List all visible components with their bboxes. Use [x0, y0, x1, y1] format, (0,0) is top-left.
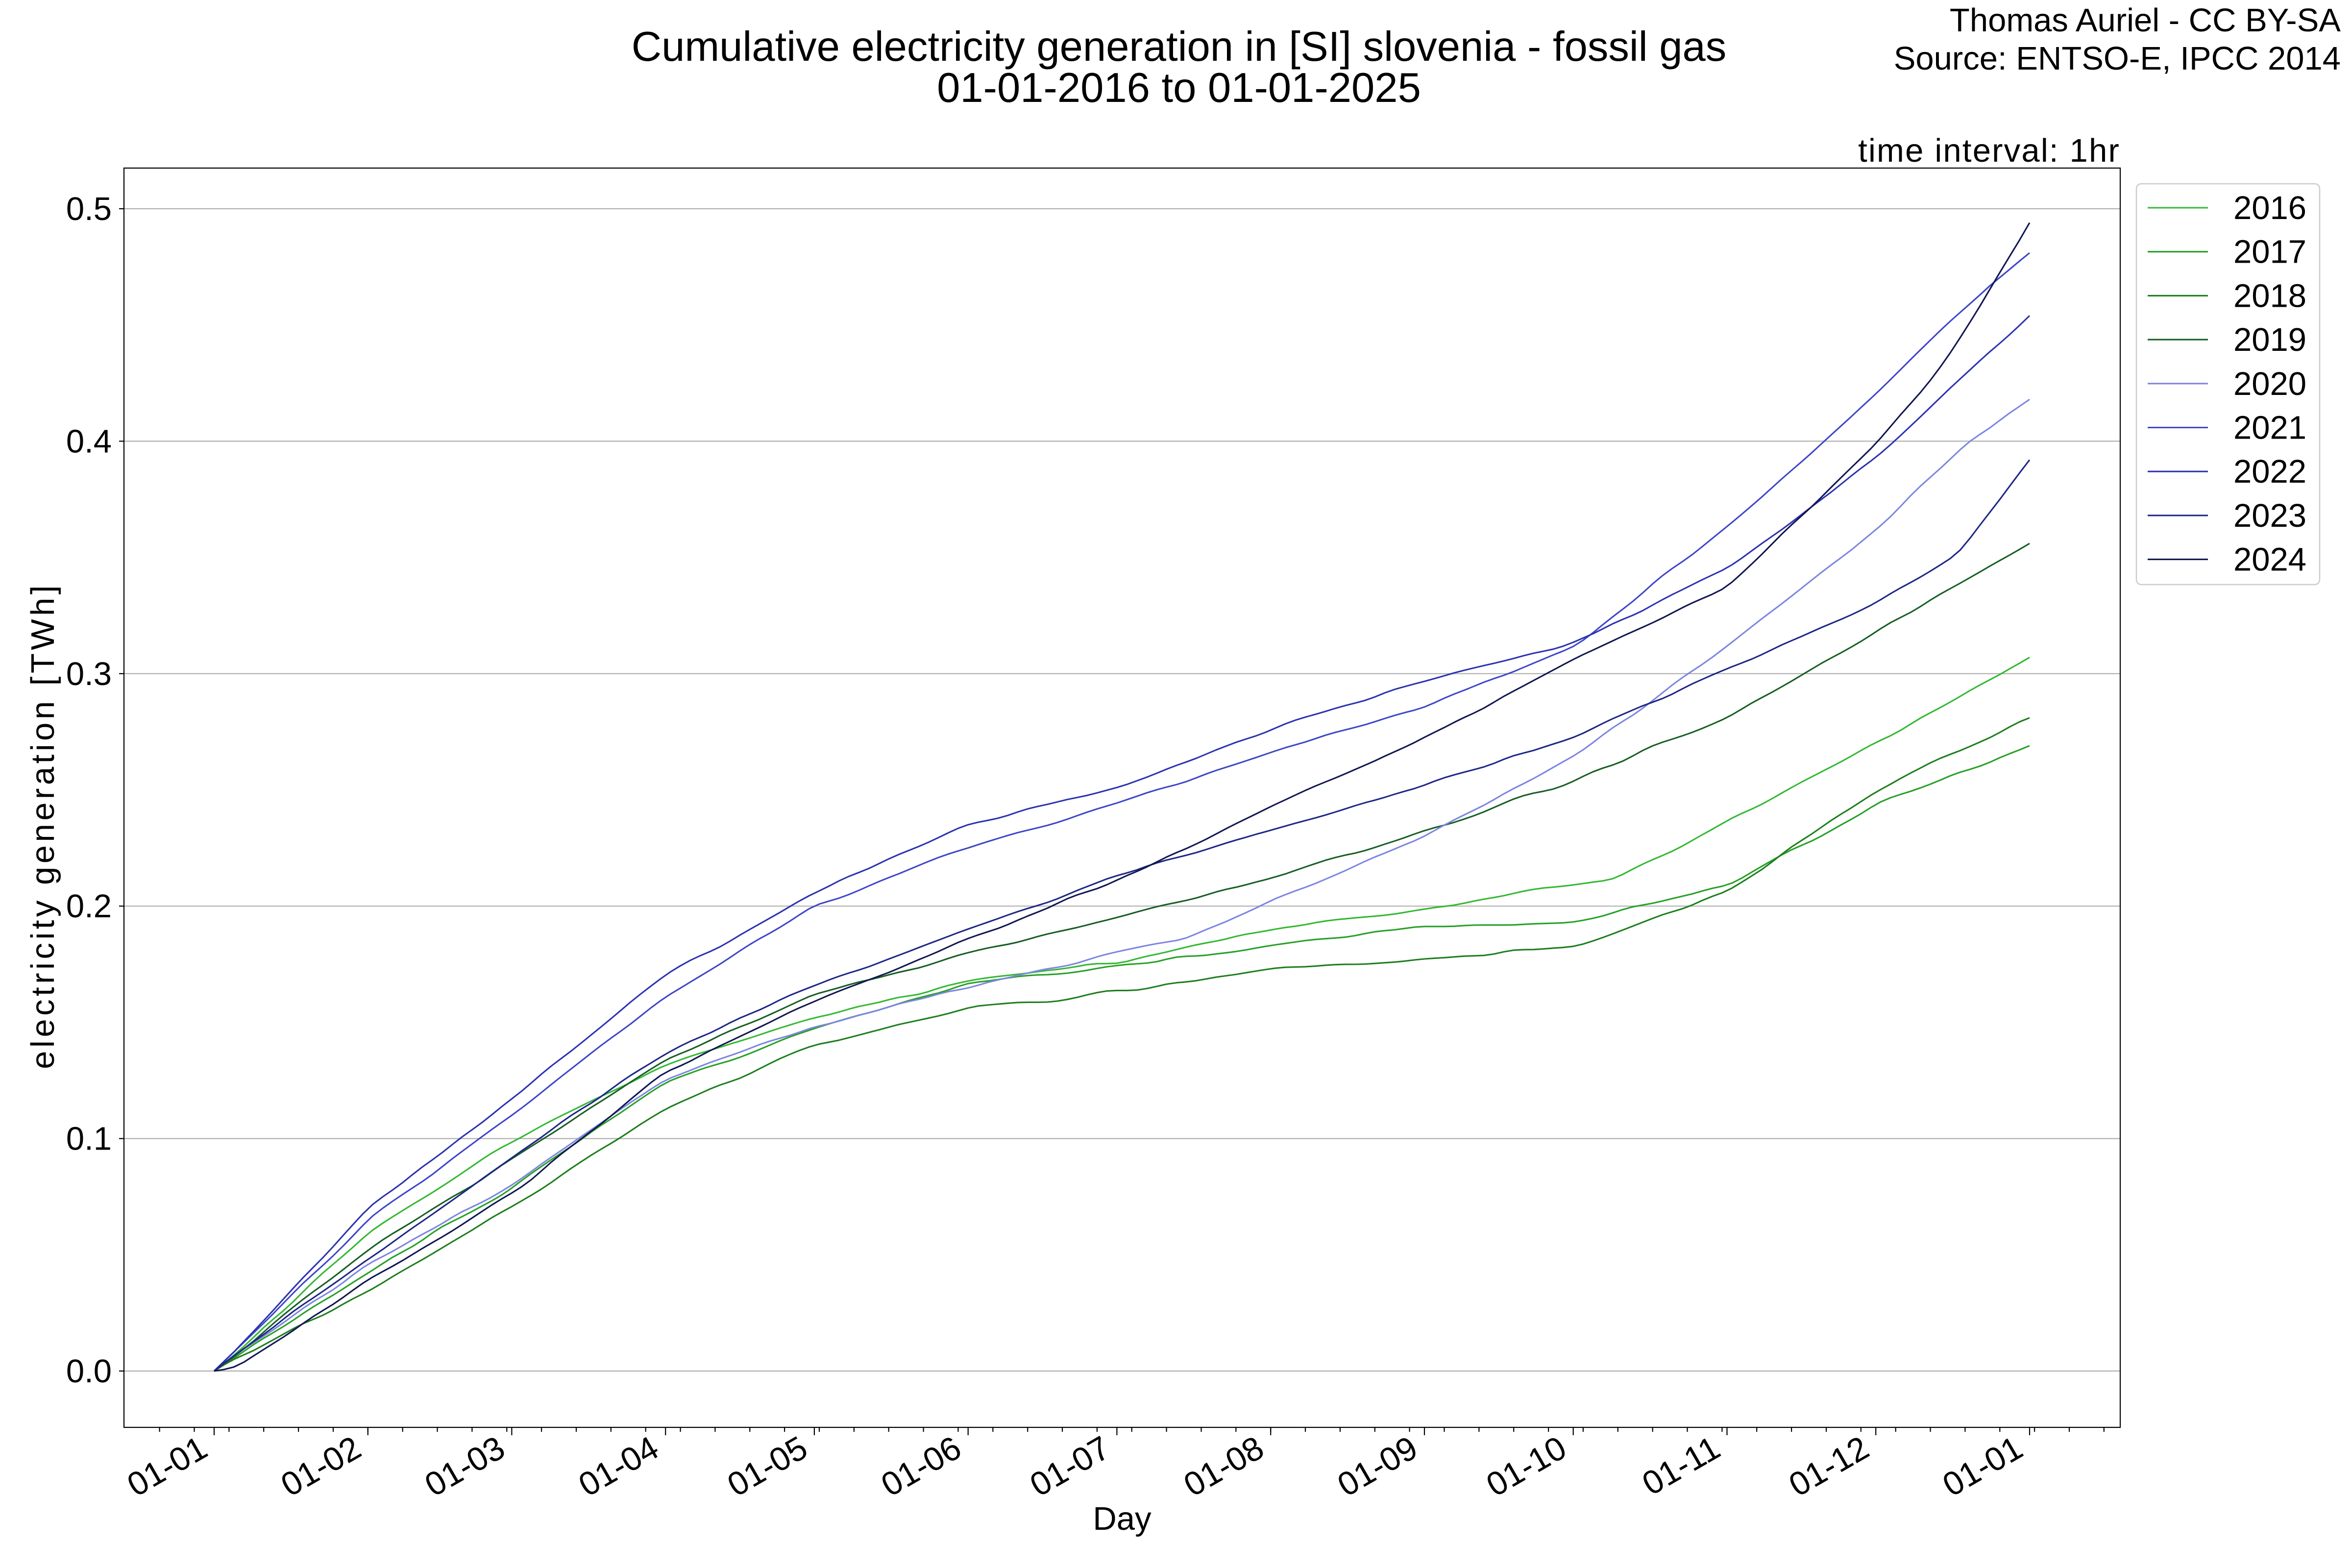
svg-text:time interval: 1hr: time interval: 1hr [1858, 132, 2120, 169]
svg-text:Day: Day [1093, 1500, 1152, 1537]
svg-text:0.4: 0.4 [66, 423, 112, 460]
svg-text:0.5: 0.5 [66, 191, 112, 227]
svg-text:2018: 2018 [2233, 277, 2306, 314]
svg-text:01-01-2016 to 01-01-2025: 01-01-2016 to 01-01-2025 [937, 65, 1421, 111]
svg-text:Thomas Auriel - CC BY-SA: Thomas Auriel - CC BY-SA [1950, 2, 2341, 39]
svg-text:2017: 2017 [2233, 234, 2306, 270]
svg-text:Source: ENTSO-E, IPCC 2014: Source: ENTSO-E, IPCC 2014 [1894, 40, 2341, 77]
svg-text:Cumulative electricity generat: Cumulative electricity generation in [SI… [632, 24, 1727, 70]
svg-text:2016: 2016 [2233, 190, 2306, 226]
svg-text:0.0: 0.0 [66, 1353, 112, 1390]
svg-text:0.1: 0.1 [66, 1121, 112, 1157]
svg-text:0.3: 0.3 [66, 656, 112, 692]
svg-text:2022: 2022 [2233, 453, 2306, 490]
svg-text:2019: 2019 [2233, 321, 2306, 358]
svg-text:2023: 2023 [2233, 497, 2306, 534]
svg-text:2020: 2020 [2233, 366, 2306, 402]
svg-text:electricity generation [TWh]: electricity generation [TWh] [24, 582, 61, 1069]
svg-text:0.2: 0.2 [66, 888, 112, 925]
svg-text:2024: 2024 [2233, 541, 2306, 578]
svg-text:2021: 2021 [2233, 410, 2306, 446]
